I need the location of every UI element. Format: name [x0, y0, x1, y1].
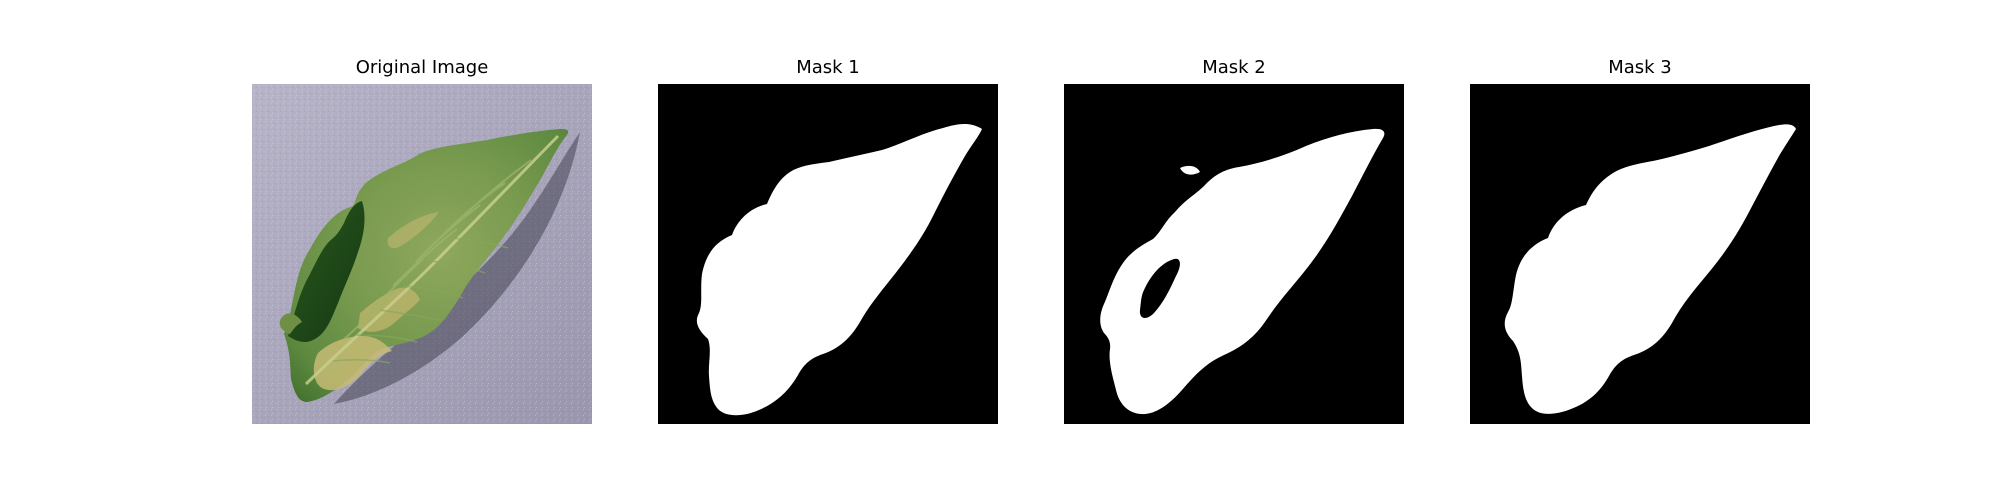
panel-title: Mask 2: [1202, 57, 1266, 78]
original-leaf-photo: [252, 84, 592, 424]
mask-3-image: [1470, 84, 1810, 424]
panel-title: Mask 3: [1608, 57, 1672, 78]
panel-title: Mask 1: [796, 57, 860, 78]
mask-1-image: [658, 84, 998, 424]
panel-title: Original Image: [355, 57, 489, 78]
mask-2-image: [1064, 84, 1404, 424]
